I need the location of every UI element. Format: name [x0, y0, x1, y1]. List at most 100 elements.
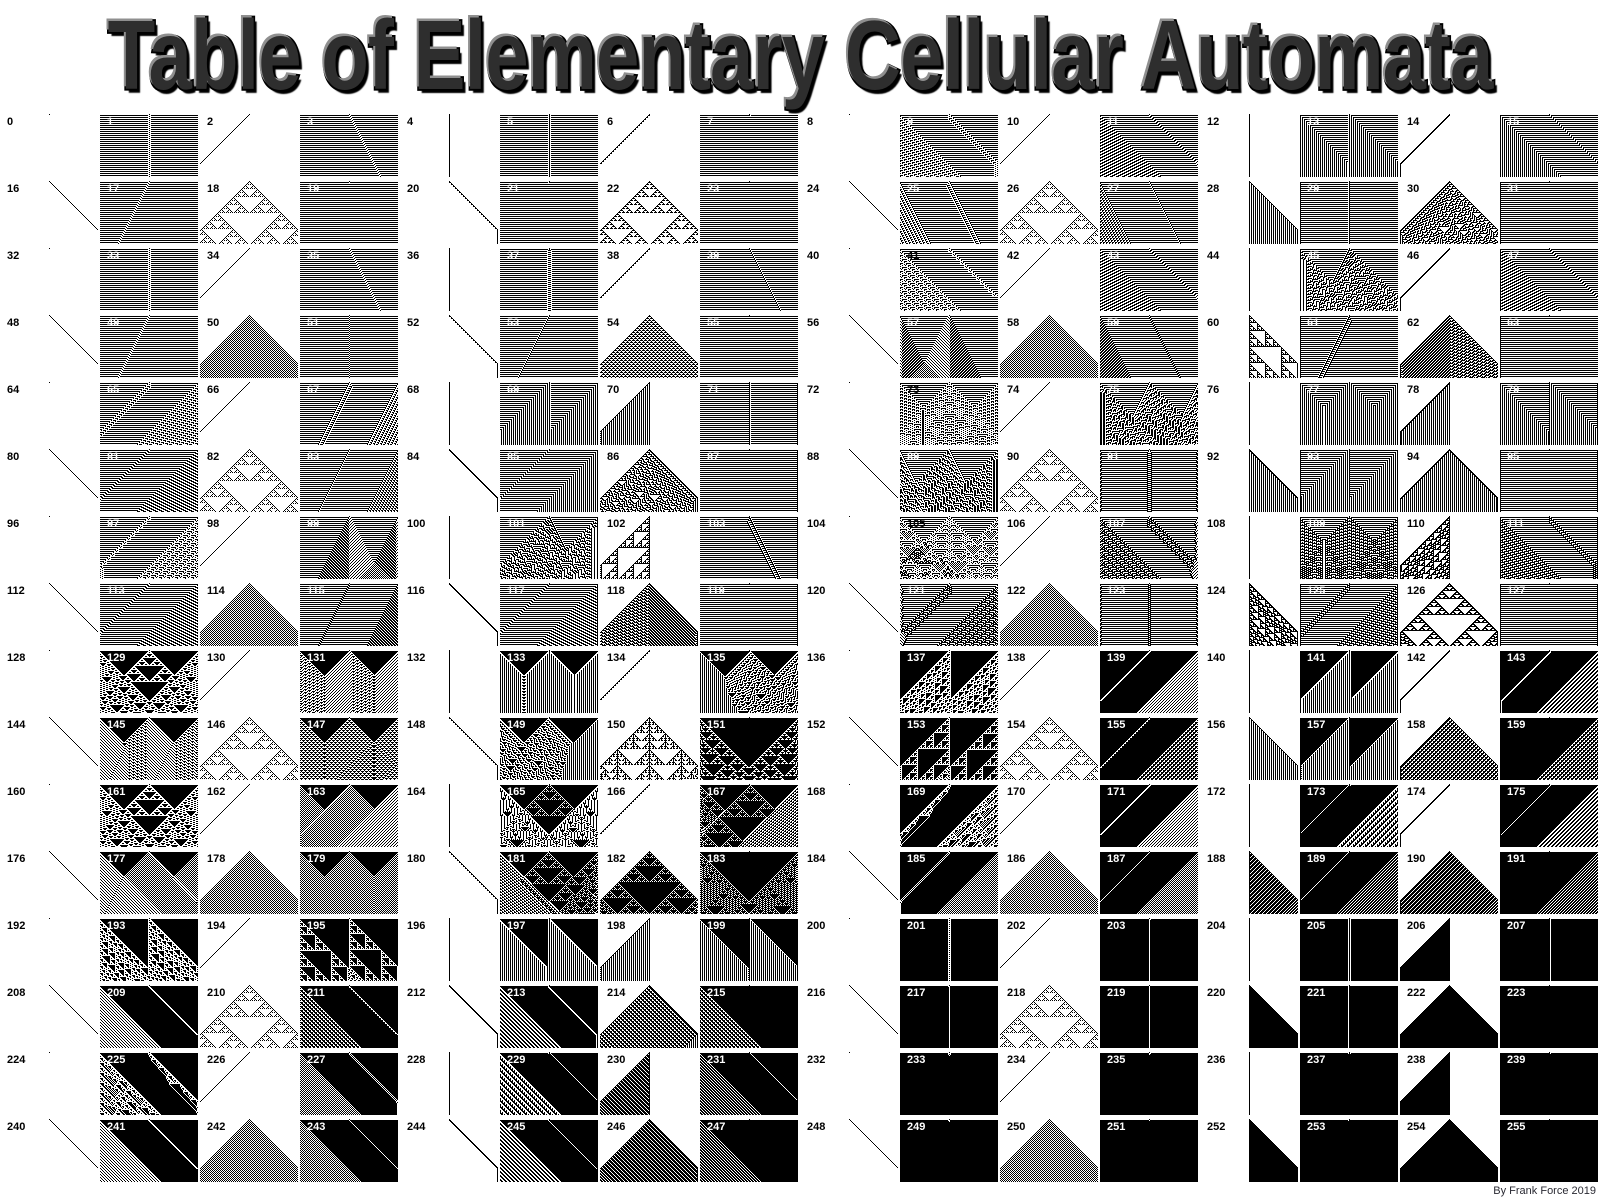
ca-pattern-canvas [200, 784, 298, 847]
ca-cell: 251 [1100, 1119, 1198, 1182]
rule-number-label: 112 [7, 585, 25, 597]
ca-cell: 95 [1500, 449, 1598, 512]
ca-pattern-canvas [500, 717, 598, 780]
ca-cell: 166 [600, 784, 698, 847]
ca-cell: 197 [500, 918, 598, 981]
rule-number-label: 1 [107, 116, 114, 128]
rule-number-label: 2 [207, 116, 214, 128]
rule-number-label: 132 [407, 652, 426, 664]
ca-cell: 110 [1400, 516, 1498, 579]
ca-cell: 48 [0, 315, 98, 378]
rule-number-label: 215 [707, 987, 726, 999]
rule-number-label: 26 [1007, 183, 1020, 195]
ca-pattern-canvas [600, 248, 698, 311]
ca-cell: 113 [100, 583, 198, 646]
ca-pattern-canvas [500, 1119, 598, 1182]
rule-number-label: 125 [1307, 585, 1326, 597]
ca-pattern-canvas [600, 1119, 698, 1182]
ca-cell: 200 [800, 918, 898, 981]
ca-pattern-canvas [0, 583, 98, 646]
ca-cell: 143 [1500, 650, 1598, 713]
ca-pattern-canvas [1400, 918, 1498, 981]
ca-pattern-canvas [1300, 114, 1398, 177]
rule-number-label: 94 [1407, 451, 1420, 463]
ca-pattern-canvas [1400, 382, 1498, 445]
ca-pattern-canvas [1200, 784, 1298, 847]
rule-number-label: 225 [107, 1054, 126, 1066]
ca-cell: 5 [500, 114, 598, 177]
ca-pattern-canvas [100, 985, 198, 1048]
rule-number-label: 167 [707, 786, 726, 798]
ca-pattern-canvas [500, 784, 598, 847]
ca-cell: 65 [100, 382, 198, 445]
rule-number-label: 227 [307, 1054, 326, 1066]
ca-cell: 39 [700, 248, 798, 311]
ca-pattern-canvas [200, 114, 298, 177]
rule-number-label: 4 [407, 116, 414, 128]
rule-number-label: 155 [1107, 719, 1126, 731]
ca-pattern-canvas [1200, 650, 1298, 713]
ca-pattern-canvas [800, 851, 898, 914]
ca-cell: 89 [900, 449, 998, 512]
ca-pattern-canvas [700, 918, 798, 981]
ca-pattern-canvas [900, 516, 998, 579]
ca-cell: 80 [0, 449, 98, 512]
ca-cell: 162 [200, 784, 298, 847]
rule-number-label: 202 [1007, 920, 1026, 932]
rule-number-label: 87 [707, 451, 720, 463]
ca-cell: 66 [200, 382, 298, 445]
ca-pattern-canvas [200, 1052, 298, 1115]
rule-number-label: 18 [207, 183, 220, 195]
ca-cell: 214 [600, 985, 698, 1048]
ca-cell: 51 [300, 315, 398, 378]
rule-number-label: 117 [507, 585, 525, 597]
ca-grid: 0 1 2 3 4 5 6 7 8 9 10 11 12 13 14 15 16 17 18 19 20 21 22 23 24… [0, 114, 1600, 1186]
rule-number-label: 98 [207, 518, 220, 530]
ca-pattern-canvas [800, 985, 898, 1048]
ca-pattern-canvas [100, 449, 198, 512]
ca-pattern-canvas [100, 114, 198, 177]
ca-cell: 61 [1300, 315, 1398, 378]
ca-cell: 74 [1000, 382, 1098, 445]
rule-number-label: 69 [507, 384, 520, 396]
ca-cell: 230 [600, 1052, 698, 1115]
ca-cell: 187 [1100, 851, 1198, 914]
ca-pattern-canvas [1500, 918, 1598, 981]
ca-cell: 219 [1100, 985, 1198, 1048]
ca-cell: 3 [300, 114, 398, 177]
ca-pattern-canvas [500, 248, 598, 311]
ca-pattern-canvas [0, 181, 98, 244]
rule-number-label: 113 [107, 585, 125, 597]
ca-cell: 241 [100, 1119, 198, 1182]
ca-pattern-canvas [1100, 382, 1198, 445]
rule-number-label: 70 [607, 384, 620, 396]
ca-cell: 177 [100, 851, 198, 914]
ca-pattern-canvas [1100, 181, 1198, 244]
ca-cell: 64 [0, 382, 98, 445]
ca-cell: 82 [200, 449, 298, 512]
rule-number-label: 186 [1007, 853, 1026, 865]
ca-pattern-canvas [500, 114, 598, 177]
rule-number-label: 152 [807, 719, 826, 731]
ca-pattern-canvas [600, 114, 698, 177]
ca-cell: 164 [400, 784, 498, 847]
rule-number-label: 183 [707, 853, 726, 865]
ca-cell: 134 [600, 650, 698, 713]
ca-cell: 232 [800, 1052, 898, 1115]
rule-number-label: 130 [207, 652, 226, 664]
ca-pattern-canvas [500, 516, 598, 579]
ca-pattern-canvas [900, 851, 998, 914]
ca-pattern-canvas [600, 583, 698, 646]
ca-cell: 180 [400, 851, 498, 914]
ca-pattern-canvas [1100, 1119, 1198, 1182]
ca-cell: 118 [600, 583, 698, 646]
ca-cell: 244 [400, 1119, 498, 1182]
ca-pattern-canvas [400, 1119, 498, 1182]
ca-pattern-canvas [1000, 851, 1098, 914]
rule-number-label: 3 [307, 116, 314, 128]
rule-number-label: 56 [807, 317, 820, 329]
rule-number-label: 211 [307, 987, 325, 999]
ca-pattern-canvas [1300, 248, 1398, 311]
rule-number-label: 119 [707, 585, 725, 597]
ca-cell: 0 [0, 114, 98, 177]
